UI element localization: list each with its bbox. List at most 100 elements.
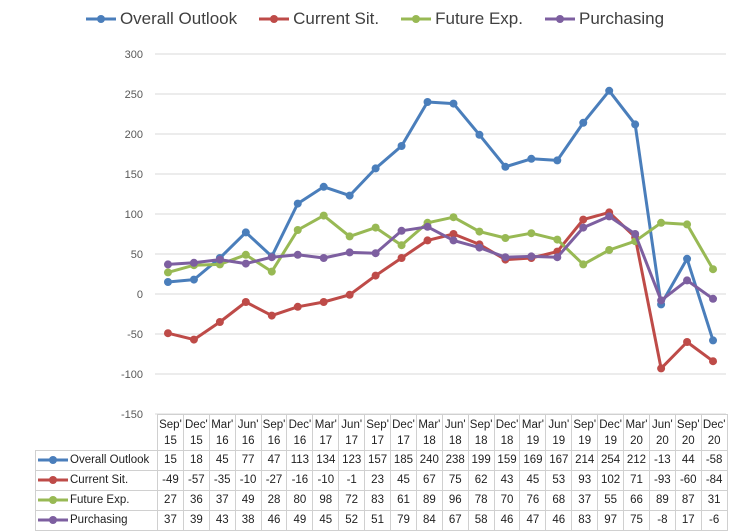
data-point: [605, 212, 614, 221]
table-cell: 199: [467, 450, 495, 471]
table-cell: 97: [597, 510, 625, 531]
data-point: [605, 246, 614, 254]
series-name: Purchasing: [70, 514, 128, 526]
row-label: Current Sit.: [35, 470, 158, 491]
table-cell: 46: [260, 510, 288, 531]
table-cell: 75: [441, 470, 469, 491]
y-tick-label: 150: [125, 169, 143, 181]
table-cell: 77: [234, 450, 262, 471]
table-cell: 157: [364, 450, 392, 471]
table-cell: 45: [519, 470, 547, 491]
table-cell: -35: [208, 470, 236, 491]
table-cell: 47: [260, 450, 288, 471]
table-cell: 52: [338, 510, 366, 531]
legend-item: Current Sit.: [259, 9, 379, 29]
data-table: Sep' 15 Dec' 15 Mar' 16 Jun' 16 Sep' 16 Dec' 16 Mar'…: [35, 414, 728, 531]
category-header: Dec' 18: [493, 414, 521, 451]
category-header: Sep' 16: [260, 414, 288, 451]
category-header: Jun' 17: [338, 414, 366, 451]
table-cell: 45: [312, 510, 340, 531]
table-row: Future Exp. 27 36 37 49 28 80 98 72 83 61 89 96 78 70 7…: [35, 490, 728, 511]
table-cell: 72: [338, 490, 366, 511]
data-point: [449, 99, 458, 108]
table-cell: 43: [493, 470, 521, 491]
table-cell: -60: [674, 470, 702, 491]
y-tick-label: 200: [125, 129, 143, 141]
data-point: [527, 154, 536, 163]
table-cell: 51: [364, 510, 392, 531]
category-header: Sep' 19: [571, 414, 599, 451]
category-header: Dec' 17: [390, 414, 417, 451]
data-point: [371, 249, 380, 258]
y-tick-label: 100: [125, 209, 143, 221]
table-cell: 185: [390, 450, 417, 471]
data-point: [215, 255, 224, 264]
table-cell: 87: [674, 490, 702, 511]
data-point: [189, 335, 198, 344]
data-point: [579, 118, 588, 127]
data-point: [709, 294, 718, 303]
data-point: [423, 222, 432, 231]
table-cell: 53: [545, 470, 573, 491]
category-header: Dec' 15: [182, 414, 210, 451]
legend-label: Future Exp.: [435, 9, 523, 28]
row-label: Future Exp.: [35, 490, 158, 511]
data-point: [241, 298, 250, 306]
category-header: Mar' 20: [623, 414, 650, 451]
table-cell: -10: [312, 470, 340, 491]
table-cell: 66: [623, 490, 650, 511]
table-cell: 98: [312, 490, 340, 511]
legend-marker-icon: [259, 15, 290, 23]
category-header: Mar' 18: [415, 414, 443, 451]
series-key-icon: [38, 475, 68, 484]
data-point: [345, 191, 354, 200]
table-cell: 47: [519, 510, 547, 531]
series-key-icon: [38, 515, 68, 524]
legend-marker-icon: [544, 15, 575, 23]
data-point: [397, 142, 406, 150]
data-point: [267, 311, 276, 320]
data-point: [397, 254, 406, 262]
data-point: [475, 130, 484, 139]
data-point: [553, 156, 562, 165]
data-point: [423, 236, 432, 245]
data-point: [319, 211, 328, 220]
data-point: [553, 235, 562, 244]
table-cell: -13: [648, 450, 676, 471]
data-point: [345, 290, 354, 299]
legend-marker-icon: [85, 15, 116, 23]
data-point: [579, 260, 588, 269]
table-cell: 238: [441, 450, 469, 471]
data-point: [553, 253, 562, 262]
category-header: Mar' 16: [208, 414, 236, 451]
table-cell: 70: [493, 490, 521, 511]
table-cell: 37: [208, 490, 236, 511]
table-cell: -57: [182, 470, 210, 491]
table-cell: 36: [182, 490, 210, 511]
data-point: [215, 318, 224, 326]
table-cell: -6: [700, 510, 728, 531]
table-cell: 159: [493, 450, 521, 471]
data-point: [579, 223, 588, 232]
table-cell: 49: [286, 510, 314, 531]
table-cell: 80: [286, 490, 314, 511]
data-point: [631, 230, 640, 238]
category-header: Dec' 16: [286, 414, 314, 451]
series-name: Overall Outlook: [70, 454, 150, 466]
table-cell: 93: [571, 470, 599, 491]
table-cell: 58: [467, 510, 495, 531]
data-point: [579, 215, 588, 224]
table-cell: 61: [390, 490, 417, 511]
data-point: [709, 336, 718, 345]
data-point: [449, 236, 458, 245]
table-cell: -10: [234, 470, 262, 491]
legend-item: Purchasing: [544, 9, 665, 29]
table-cell: -8: [648, 510, 676, 531]
y-tick-label: -50: [127, 329, 143, 341]
category-header: Mar' 17: [312, 414, 340, 451]
legend-label: Purchasing: [578, 9, 665, 28]
data-point: [631, 120, 640, 129]
data-point: [371, 223, 380, 232]
data-point: [683, 254, 692, 263]
table-cell: 55: [597, 490, 625, 511]
